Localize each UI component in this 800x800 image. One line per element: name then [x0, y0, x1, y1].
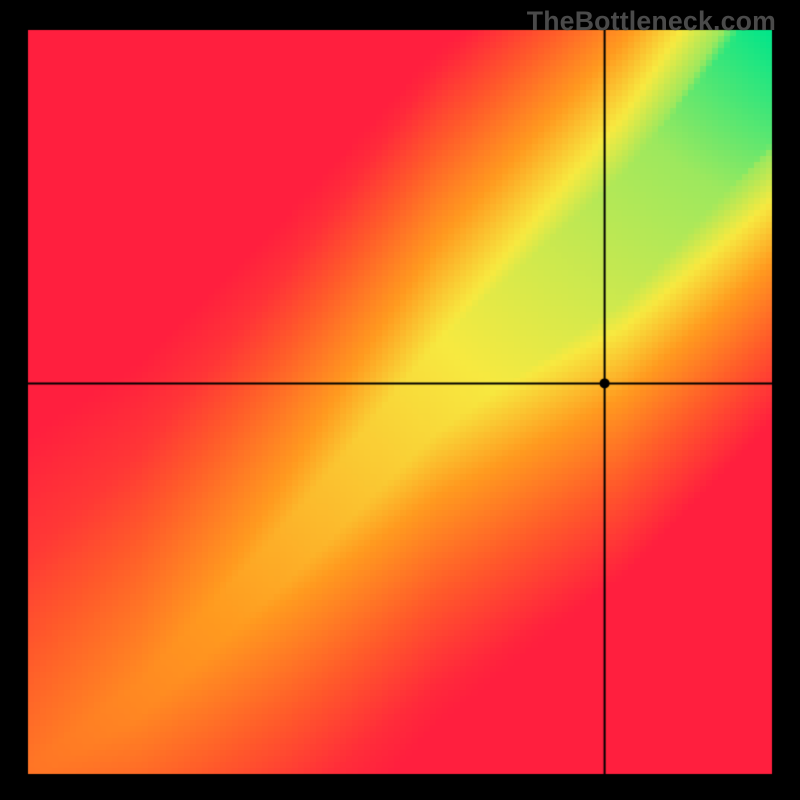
heatmap-canvas — [0, 0, 800, 800]
watermark-text: TheBottleneck.com — [527, 6, 776, 37]
chart-container: TheBottleneck.com — [0, 0, 800, 800]
